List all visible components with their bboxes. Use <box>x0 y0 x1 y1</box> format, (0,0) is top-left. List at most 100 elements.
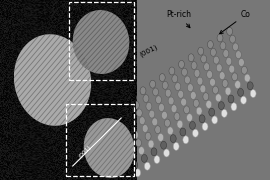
Circle shape <box>158 103 164 111</box>
Circle shape <box>159 74 165 82</box>
Circle shape <box>136 139 141 147</box>
Circle shape <box>219 72 225 80</box>
Circle shape <box>197 77 203 85</box>
Circle shape <box>153 88 158 96</box>
Circle shape <box>167 127 173 135</box>
Circle shape <box>174 112 180 120</box>
Circle shape <box>135 169 141 177</box>
Circle shape <box>187 84 193 92</box>
Circle shape <box>193 129 198 137</box>
Circle shape <box>161 111 167 119</box>
Circle shape <box>141 154 147 162</box>
Circle shape <box>218 102 224 110</box>
Circle shape <box>187 114 193 122</box>
Bar <box>69 2 134 80</box>
Circle shape <box>212 86 218 94</box>
Circle shape <box>145 132 151 140</box>
Circle shape <box>132 161 138 169</box>
Circle shape <box>139 117 145 125</box>
Circle shape <box>207 71 212 78</box>
Circle shape <box>203 93 209 101</box>
Circle shape <box>133 131 139 139</box>
Circle shape <box>226 57 232 65</box>
Circle shape <box>133 101 139 109</box>
Circle shape <box>148 140 154 148</box>
Circle shape <box>238 58 244 66</box>
Circle shape <box>184 106 190 114</box>
Circle shape <box>183 136 189 144</box>
Circle shape <box>220 42 226 50</box>
Circle shape <box>142 125 148 132</box>
Circle shape <box>213 56 219 64</box>
Text: Co: Co <box>220 10 251 34</box>
Circle shape <box>223 50 229 57</box>
Circle shape <box>164 149 170 157</box>
Circle shape <box>158 134 164 141</box>
Circle shape <box>244 74 250 82</box>
Circle shape <box>212 116 218 124</box>
Circle shape <box>184 76 190 84</box>
Ellipse shape <box>73 10 129 74</box>
Circle shape <box>216 64 222 72</box>
Circle shape <box>222 80 228 87</box>
Circle shape <box>143 95 149 103</box>
Circle shape <box>151 148 157 156</box>
Circle shape <box>172 75 178 83</box>
Circle shape <box>241 66 247 74</box>
Circle shape <box>193 99 199 107</box>
Circle shape <box>202 123 208 130</box>
Circle shape <box>201 55 207 63</box>
Circle shape <box>129 153 135 161</box>
Circle shape <box>215 94 221 102</box>
Circle shape <box>170 135 176 143</box>
Ellipse shape <box>84 118 134 178</box>
Circle shape <box>221 109 227 117</box>
Circle shape <box>196 107 202 115</box>
Bar <box>66 104 134 176</box>
Circle shape <box>136 109 142 117</box>
Circle shape <box>149 110 155 118</box>
Circle shape <box>198 47 204 55</box>
Circle shape <box>229 65 235 73</box>
Circle shape <box>200 85 206 93</box>
Circle shape <box>178 60 184 68</box>
Text: (001): (001) <box>138 43 158 58</box>
Circle shape <box>146 102 152 110</box>
Circle shape <box>156 96 161 104</box>
Text: (001): (001) <box>77 145 92 159</box>
Circle shape <box>171 105 177 113</box>
Circle shape <box>169 67 175 75</box>
Circle shape <box>165 89 171 97</box>
Circle shape <box>235 81 241 89</box>
Circle shape <box>168 97 174 105</box>
Circle shape <box>164 119 170 127</box>
Circle shape <box>228 95 234 103</box>
Circle shape <box>175 83 181 91</box>
Circle shape <box>209 108 215 116</box>
Circle shape <box>225 87 231 95</box>
Circle shape <box>247 82 253 90</box>
Circle shape <box>155 126 161 134</box>
Circle shape <box>188 54 194 62</box>
Circle shape <box>217 34 223 42</box>
Circle shape <box>194 69 200 77</box>
Circle shape <box>181 98 187 106</box>
Circle shape <box>154 156 160 164</box>
Circle shape <box>238 88 244 96</box>
Circle shape <box>190 122 195 129</box>
Circle shape <box>162 81 168 89</box>
Circle shape <box>178 90 184 98</box>
Text: Pt-rich: Pt-rich <box>166 10 191 28</box>
Circle shape <box>199 115 205 123</box>
Circle shape <box>161 141 167 149</box>
Circle shape <box>235 51 241 59</box>
Circle shape <box>230 35 235 43</box>
Circle shape <box>191 62 197 69</box>
Circle shape <box>250 90 256 98</box>
Circle shape <box>207 41 213 49</box>
Circle shape <box>144 162 150 170</box>
Circle shape <box>190 91 196 99</box>
Circle shape <box>210 78 215 86</box>
Circle shape <box>152 118 158 126</box>
Circle shape <box>130 93 136 101</box>
